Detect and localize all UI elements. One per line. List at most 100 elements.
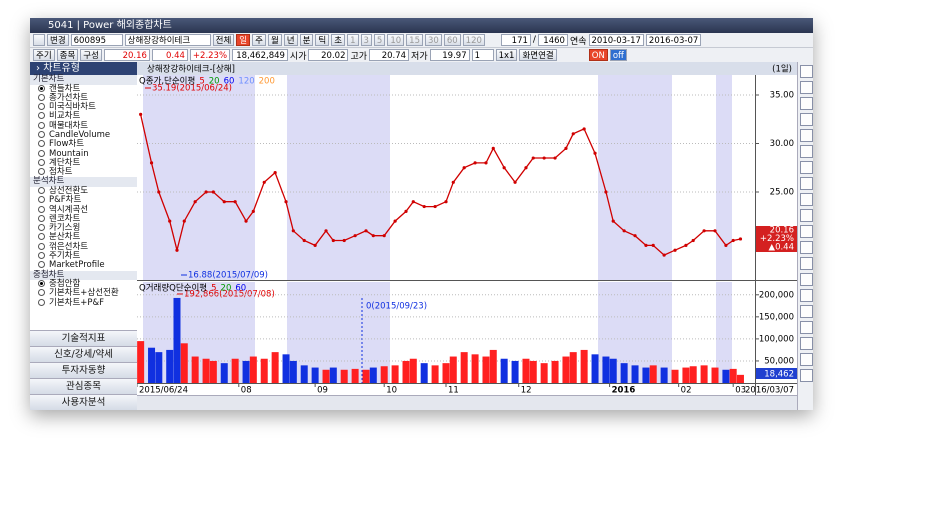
- chart-type-option[interactable]: 점차트: [30, 168, 137, 177]
- chart-type-option[interactable]: 매물대차트: [30, 121, 137, 131]
- radio[interactable]: [38, 158, 45, 166]
- on-toggle[interactable]: ON: [588, 49, 608, 61]
- chart-type-option[interactable]: Mountain: [30, 149, 137, 159]
- interval-button[interactable]: 10: [387, 34, 405, 46]
- quote-button[interactable]: 구성: [80, 49, 102, 61]
- volume-low-annotation: 0(2015/09/23): [366, 302, 427, 312]
- split-input[interactable]: 1: [471, 49, 494, 61]
- chart-type-option[interactable]: 카기스윙: [30, 224, 137, 233]
- volume-bar: [449, 356, 457, 383]
- radio[interactable]: [38, 205, 45, 213]
- chart-type-option[interactable]: 캔들차트: [30, 84, 137, 94]
- radio[interactable]: [38, 242, 45, 250]
- radio[interactable]: [38, 280, 45, 288]
- chart-type-option[interactable]: P&F차트: [30, 196, 137, 205]
- interval-button[interactable]: 120: [462, 34, 485, 46]
- chart-type-option[interactable]: 종가선차트: [30, 93, 137, 103]
- price-point: [273, 171, 277, 175]
- option-label: 분산차트: [49, 232, 81, 243]
- chart-type-option[interactable]: 삼선전환도: [30, 186, 137, 196]
- radio[interactable]: [38, 149, 45, 157]
- continuous-check[interactable]: 연속: [569, 36, 587, 47]
- radio[interactable]: [38, 84, 45, 92]
- price-point: [331, 238, 335, 243]
- code-input[interactable]: 600895: [70, 34, 123, 46]
- quote-button[interactable]: 주기: [33, 49, 55, 61]
- period-button[interactable]: 초: [331, 34, 346, 46]
- menu-button[interactable]: 관심종목: [30, 378, 137, 394]
- change-button[interactable]: 변경: [47, 34, 69, 46]
- volume-bar: [202, 358, 210, 383]
- interval-button[interactable]: 5: [373, 34, 386, 46]
- menu-button[interactable]: 사용자분석: [30, 394, 137, 410]
- radio[interactable]: [38, 93, 45, 101]
- off-toggle[interactable]: off: [609, 49, 627, 61]
- end-date[interactable]: 2016-03-07: [645, 34, 702, 46]
- quote-bar: 주기 종목 구성 20.16 0.44 +2.23% 18,462,849 시가 20.02 고가…: [30, 48, 813, 63]
- scrollbar[interactable]: [137, 395, 797, 410]
- low-value: 19.97: [429, 49, 470, 61]
- chart-type-option[interactable]: 역시계곡선: [30, 205, 137, 215]
- name-input[interactable]: 상해장강하이테크: [124, 34, 211, 46]
- price-point: [524, 166, 528, 170]
- quote-button[interactable]: 종목: [56, 49, 79, 61]
- chart-type-option[interactable]: 렌코차트: [30, 214, 137, 224]
- open-label: 시가: [289, 51, 307, 62]
- high-label: 고가: [350, 51, 368, 62]
- link-button[interactable]: 화면연결: [519, 49, 557, 61]
- chart-type-option[interactable]: 미국식바차트: [30, 102, 137, 112]
- menu-button[interactable]: 투자자동향: [30, 362, 137, 378]
- chart-type-option[interactable]: 중첩안함: [30, 279, 137, 289]
- radio[interactable]: [38, 261, 45, 269]
- radio[interactable]: [38, 252, 45, 260]
- radio[interactable]: [38, 112, 45, 120]
- radio[interactable]: [38, 196, 45, 204]
- total-input[interactable]: 1460: [537, 34, 568, 46]
- menu-button[interactable]: 신호/강세/약세: [30, 346, 137, 362]
- layout-button[interactable]: 1x1: [495, 49, 518, 61]
- period-button[interactable]: 분: [299, 34, 314, 46]
- icon-button[interactable]: [33, 34, 45, 46]
- interval-button[interactable]: 60: [443, 34, 461, 46]
- interval-button[interactable]: 15: [406, 34, 423, 46]
- price-point: [149, 161, 154, 165]
- radio[interactable]: [38, 233, 45, 241]
- chart-type-option[interactable]: 기본차트+삼선전환: [30, 289, 137, 298]
- period-button[interactable]: 주: [252, 34, 266, 46]
- start-date[interactable]: 2010-03-17: [588, 34, 644, 46]
- period-button[interactable]: 틱: [315, 34, 330, 46]
- radio[interactable]: [38, 140, 45, 148]
- chart-type-option[interactable]: MarketProfile: [30, 261, 137, 270]
- x-tick-label: 11: [448, 386, 459, 396]
- option-label: 비교차트: [49, 111, 81, 122]
- price-point: [644, 243, 648, 247]
- count-input[interactable]: 171: [500, 34, 531, 46]
- radio[interactable]: [38, 103, 45, 111]
- radio[interactable]: [38, 224, 45, 232]
- radio[interactable]: [38, 289, 45, 297]
- menu-button[interactable]: 기술적지표: [30, 330, 137, 346]
- period-button[interactable]: 일: [236, 34, 251, 46]
- radio[interactable]: [38, 168, 45, 176]
- chart-type-option[interactable]: 주기차트: [30, 251, 137, 261]
- period-button[interactable]: 년: [283, 34, 298, 46]
- period-button[interactable]: 월: [267, 34, 282, 46]
- interval-button[interactable]: 1: [347, 34, 359, 46]
- interval-button[interactable]: 3: [360, 34, 372, 46]
- radio[interactable]: [38, 121, 45, 129]
- chart-type-option[interactable]: CandleVolume: [30, 130, 137, 140]
- chart-type-option[interactable]: 분산차트: [30, 233, 137, 242]
- legend-period: 60: [224, 77, 235, 87]
- chart-type-option[interactable]: 꺾은선차트: [30, 242, 137, 252]
- chart-type-option[interactable]: 기본차트+P&F: [30, 298, 137, 308]
- last-price-label: 20.16: [770, 226, 794, 236]
- radio[interactable]: [38, 186, 45, 194]
- all-button[interactable]: 전체: [212, 34, 235, 46]
- radio[interactable]: [38, 214, 45, 222]
- chart-type-option[interactable]: 비교차트: [30, 112, 137, 121]
- radio[interactable]: [38, 298, 45, 306]
- chart-type-option[interactable]: 계단차트: [30, 158, 137, 168]
- chart-type-option[interactable]: Flow차트: [30, 140, 137, 149]
- interval-button[interactable]: 30: [425, 34, 442, 46]
- radio[interactable]: [38, 130, 45, 138]
